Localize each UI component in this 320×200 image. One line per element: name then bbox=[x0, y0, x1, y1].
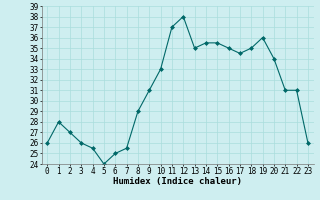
X-axis label: Humidex (Indice chaleur): Humidex (Indice chaleur) bbox=[113, 177, 242, 186]
